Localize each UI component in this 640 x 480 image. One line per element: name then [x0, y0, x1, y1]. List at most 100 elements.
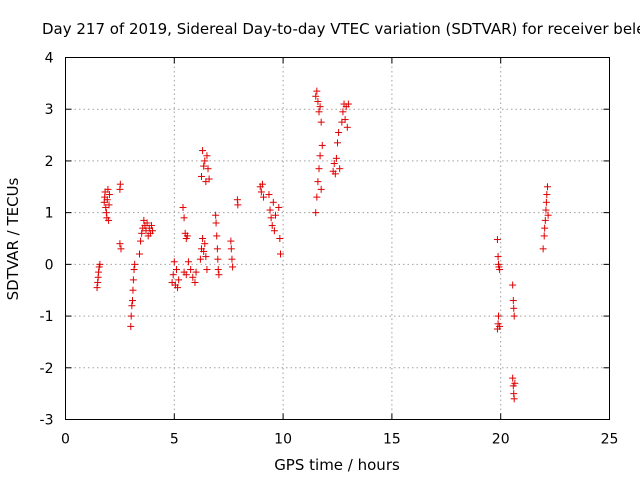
data-point — [200, 247, 208, 255]
data-point — [229, 263, 237, 271]
y-tick-label: -3 — [40, 413, 54, 429]
data-point — [104, 185, 112, 193]
data-point — [343, 123, 351, 131]
data-point — [334, 139, 341, 147]
data-point — [214, 266, 222, 274]
data-point — [313, 193, 321, 201]
x-tick-label: 25 — [601, 432, 619, 448]
data-point — [339, 108, 347, 116]
data-point — [131, 260, 139, 268]
data-point — [315, 108, 323, 116]
data-point — [344, 100, 352, 108]
data-point — [149, 227, 157, 235]
data-point — [332, 154, 340, 162]
data-point — [541, 216, 549, 224]
data-point — [509, 281, 517, 289]
data-point — [316, 152, 324, 160]
data-point — [203, 266, 211, 274]
data-point — [212, 211, 220, 219]
data-point — [510, 312, 518, 320]
data-point — [214, 255, 222, 263]
x-tick-label: 15 — [383, 432, 401, 448]
data-point — [318, 141, 326, 149]
data-point — [317, 185, 325, 193]
data-point — [267, 214, 275, 222]
data-point — [227, 237, 235, 245]
data-point — [543, 191, 551, 199]
data-point — [130, 266, 138, 274]
data-point — [199, 147, 207, 155]
data-point — [227, 245, 235, 253]
data-point — [182, 271, 190, 279]
data-point — [127, 322, 135, 330]
y-tick-label: 3 — [45, 102, 54, 118]
data-point — [258, 180, 266, 188]
data-point — [129, 297, 137, 305]
axis-ticks — [65, 57, 610, 420]
data-point — [314, 97, 322, 105]
data-point — [539, 245, 547, 253]
data-point — [331, 170, 339, 178]
data-point — [105, 191, 113, 199]
data-point — [260, 193, 268, 201]
data-point — [330, 160, 338, 168]
x-axis-title: GPS time / hours — [274, 456, 400, 474]
data-point — [189, 273, 197, 281]
x-tick-label: 20 — [492, 432, 510, 448]
data-point — [234, 201, 242, 209]
data-point — [312, 92, 320, 100]
data-point — [496, 266, 504, 274]
data-point — [129, 276, 137, 284]
y-tick-label: -1 — [40, 309, 54, 325]
data-point — [268, 222, 276, 230]
data-point — [96, 260, 104, 268]
data-point — [317, 118, 325, 126]
data-point — [202, 253, 210, 261]
data-point — [191, 278, 199, 286]
data-point — [116, 180, 124, 188]
y-tick-labels: -3 -2 -1 0 1 2 3 4 — [40, 51, 54, 429]
data-point — [257, 188, 265, 196]
data-point — [212, 219, 220, 227]
data-point — [200, 162, 208, 170]
data-point — [192, 268, 200, 276]
data-point — [213, 245, 221, 253]
data-point — [201, 157, 209, 165]
data-point — [105, 216, 113, 224]
data-point — [493, 236, 501, 244]
data-point — [335, 128, 343, 136]
data-point — [510, 395, 518, 403]
y-axis-title: SDTVAR / TECUs — [4, 177, 22, 300]
plot-frame — [65, 57, 610, 420]
data-point — [509, 374, 517, 382]
data-point — [116, 240, 124, 248]
data-point — [276, 250, 284, 258]
data-point — [510, 304, 518, 312]
y-tick-label: 2 — [45, 154, 54, 170]
data-point — [127, 312, 135, 320]
data-point — [147, 222, 155, 230]
y-tick-label: -2 — [40, 361, 54, 377]
data-point — [542, 198, 550, 206]
chart-title: Day 217 of 2019, Sidereal Day-to-day VTE… — [42, 20, 640, 38]
data-point — [266, 206, 274, 214]
data-point — [313, 87, 321, 95]
data-point — [271, 211, 279, 219]
data-point — [540, 232, 548, 240]
data-point — [205, 175, 213, 183]
data-point — [316, 103, 324, 111]
data-point — [215, 271, 223, 279]
data-point — [117, 245, 125, 253]
data-point — [315, 165, 323, 173]
data-point — [275, 203, 283, 211]
data-points — [93, 87, 552, 403]
data-point — [276, 235, 284, 242]
data-point — [170, 258, 178, 266]
grid — [65, 57, 610, 420]
data-point — [341, 116, 349, 124]
data-point — [312, 209, 320, 217]
x-tick-labels: 0 5 10 15 20 25 — [61, 432, 618, 448]
data-point — [542, 206, 550, 214]
data-point — [496, 322, 504, 330]
